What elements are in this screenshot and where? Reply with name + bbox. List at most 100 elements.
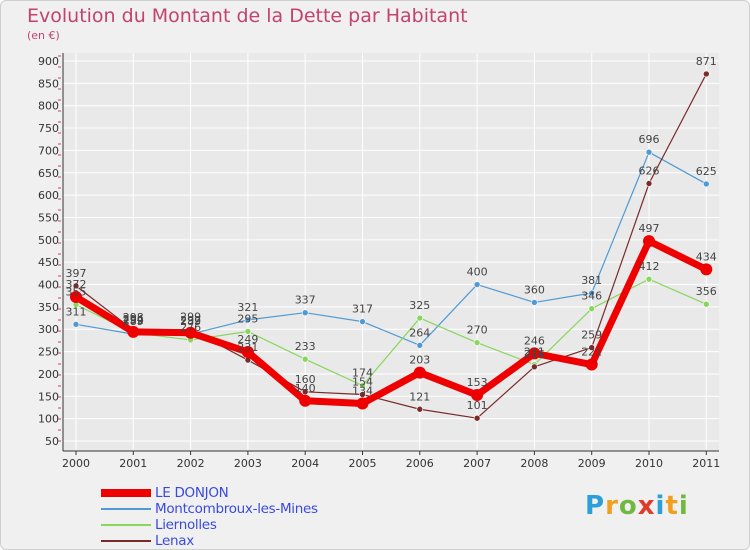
chart-title: Evolution du Montant de la Dette par Hab…: [27, 5, 468, 27]
data-label: 397: [66, 267, 87, 280]
data-label: 221: [524, 346, 545, 359]
data-point: [416, 314, 424, 322]
data-point: [702, 180, 710, 188]
data-label: 311: [66, 305, 87, 318]
data-label: 264: [409, 326, 430, 339]
data-point: [72, 321, 80, 328]
data-label: 412: [639, 260, 660, 273]
x-tick-label: 2000: [62, 457, 90, 470]
proxiti-logo: Proxiti: [585, 491, 689, 521]
data-point: [184, 326, 197, 339]
y-tick-label: 900: [38, 55, 59, 68]
data-label: 356: [696, 285, 717, 298]
y-tick-label: 150: [38, 390, 59, 403]
data-label: 216: [524, 348, 545, 361]
data-point: [585, 358, 598, 371]
data-label: 321: [237, 301, 258, 314]
data-point: [528, 347, 541, 360]
data-label: 121: [409, 390, 430, 403]
y-tick-label: 350: [38, 301, 59, 314]
data-label: 221: [581, 346, 602, 359]
legend-swatch: [101, 524, 151, 526]
data-label: 289: [180, 315, 201, 328]
logo-letter: i: [655, 491, 666, 521]
data-point: [588, 344, 596, 351]
logo-letter: t: [665, 491, 679, 521]
x-tick-label: 2002: [177, 457, 205, 470]
data-label: 249: [237, 333, 258, 346]
x-tick-label: 2001: [119, 457, 147, 470]
data-label: 140: [295, 382, 316, 395]
data-label: 626: [639, 164, 660, 177]
data-point: [473, 281, 481, 288]
data-label: 276: [180, 321, 201, 334]
x-tick-label: 2009: [578, 457, 606, 470]
y-tick-label: 650: [38, 167, 59, 180]
data-label: 153: [467, 376, 488, 389]
data-label: 696: [639, 133, 660, 146]
data-label: 174: [352, 367, 373, 380]
data-label: 298: [123, 311, 144, 324]
data-point: [416, 405, 424, 413]
y-tick-label: 750: [38, 122, 59, 135]
y-tick-label: 800: [38, 100, 59, 113]
legend-swatch: [101, 489, 151, 497]
data-label: 295: [237, 312, 258, 325]
data-point: [72, 282, 80, 290]
data-label: 292: [123, 314, 144, 327]
legend-item: LE DONJON: [101, 485, 361, 501]
unit-label: (en €): [27, 29, 60, 42]
y-tick-label: 100: [38, 413, 59, 426]
data-point: [702, 70, 710, 78]
y-tick-label: 400: [38, 279, 59, 292]
y-tick-label: 50: [45, 435, 59, 448]
logo-letter: i: [678, 491, 689, 521]
data-label: 337: [295, 294, 316, 307]
data-point: [588, 289, 596, 297]
series-line-2: [75, 278, 707, 387]
x-tick-label: 2007: [463, 457, 491, 470]
x-tick-label: 2003: [234, 457, 262, 470]
data-label: 497: [639, 222, 660, 235]
y-tick-label: 550: [38, 211, 59, 224]
data-label: 381: [581, 274, 602, 287]
data-label: 233: [295, 340, 316, 353]
data-point: [301, 355, 309, 363]
y-tick-label: 500: [38, 234, 59, 247]
data-point: [645, 180, 653, 187]
logo-letter: x: [637, 491, 656, 521]
x-tick-label: 2008: [520, 457, 548, 470]
data-point: [356, 397, 369, 410]
x-tick-label: 2004: [291, 457, 319, 470]
legend-item: Lenax: [101, 533, 361, 549]
y-tick-label: 300: [38, 323, 59, 336]
data-label: 317: [352, 303, 373, 316]
legend-swatch: [101, 540, 151, 542]
data-label: 289: [123, 315, 144, 328]
data-point: [643, 235, 655, 248]
y-tick-label: 850: [38, 77, 59, 90]
data-label: 871: [696, 55, 717, 68]
data-point: [70, 291, 82, 304]
data-label: 101: [467, 399, 488, 412]
data-point: [127, 325, 140, 338]
data-label: 625: [696, 165, 717, 178]
x-tick-label: 2005: [349, 457, 377, 470]
data-point: [413, 366, 426, 379]
data-point: [531, 363, 538, 371]
data-label: 434: [696, 250, 717, 263]
data-point: [531, 299, 538, 306]
series-line-0: [74, 237, 708, 407]
data-point: [359, 318, 366, 325]
data-point: [244, 316, 252, 324]
x-tick-label: 2010: [635, 457, 663, 470]
data-label: 259: [581, 329, 602, 342]
data-label: 325: [409, 299, 430, 312]
legend-swatch: [101, 508, 151, 510]
logo-letter: r: [605, 491, 619, 521]
legend-label: Liernolles: [155, 517, 217, 533]
data-label: 160: [295, 373, 316, 386]
data-point: [473, 339, 481, 346]
